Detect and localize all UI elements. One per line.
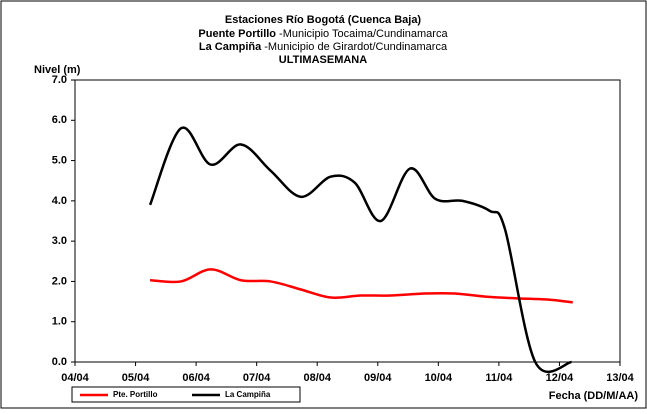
subtitle-text: -Municipio de Girardot/Cundinamarca <box>264 41 448 53</box>
x-tick-label: 04/04 <box>61 372 89 384</box>
x-tick-label: 05/04 <box>122 372 150 384</box>
subtitle-bold: La Campiña <box>199 41 262 53</box>
y-tick-label: 0.0 <box>52 356 67 368</box>
legend-label: Pte. Portillo <box>113 390 158 399</box>
y-tick-label: 6.0 <box>52 114 67 126</box>
y-tick-label: 4.0 <box>52 195 67 207</box>
x-tick-label: 06/04 <box>182 372 210 384</box>
x-tick-label: 08/04 <box>303 372 331 384</box>
x-tick-label: 10/04 <box>425 372 453 384</box>
subtitle: Puente Portillo -Municipio Tocaima/Cundin… <box>198 28 448 40</box>
subtitle: ULTIMASEMANA <box>279 54 367 66</box>
plot-area <box>74 79 621 363</box>
x-tick-label: 13/04 <box>606 372 634 384</box>
y-tick-label: 5.0 <box>52 154 67 166</box>
subtitle-bold: Puente Portillo <box>198 28 276 40</box>
y-tick-label: 7.0 <box>52 74 67 86</box>
chart-title: Estaciones Río Bogotá (Cuenca Baja) <box>225 14 422 26</box>
y-tick-label: 1.0 <box>52 316 67 328</box>
x-tick-label: 07/04 <box>243 372 271 384</box>
series-line <box>148 126 572 373</box>
y-tick-label: 3.0 <box>52 235 67 247</box>
y-tick-label: 2.0 <box>52 275 67 287</box>
series-line <box>150 268 573 304</box>
legend <box>71 386 301 403</box>
subtitle: La Campiña -Municipio de Girardot/Cundina… <box>199 41 448 53</box>
subtitle-text: -Municipio Tocaima/Cundinamarca <box>279 28 448 40</box>
legend-label: La Campiña <box>225 390 271 399</box>
y-axis-label: Nivel (m) <box>34 64 81 76</box>
x-tick-label: 09/04 <box>364 372 392 384</box>
x-axis-label: Fecha (DD/M/AA) <box>549 390 639 402</box>
x-tick-label: 12/04 <box>546 372 574 384</box>
x-tick-label: 11/04 <box>485 372 513 384</box>
